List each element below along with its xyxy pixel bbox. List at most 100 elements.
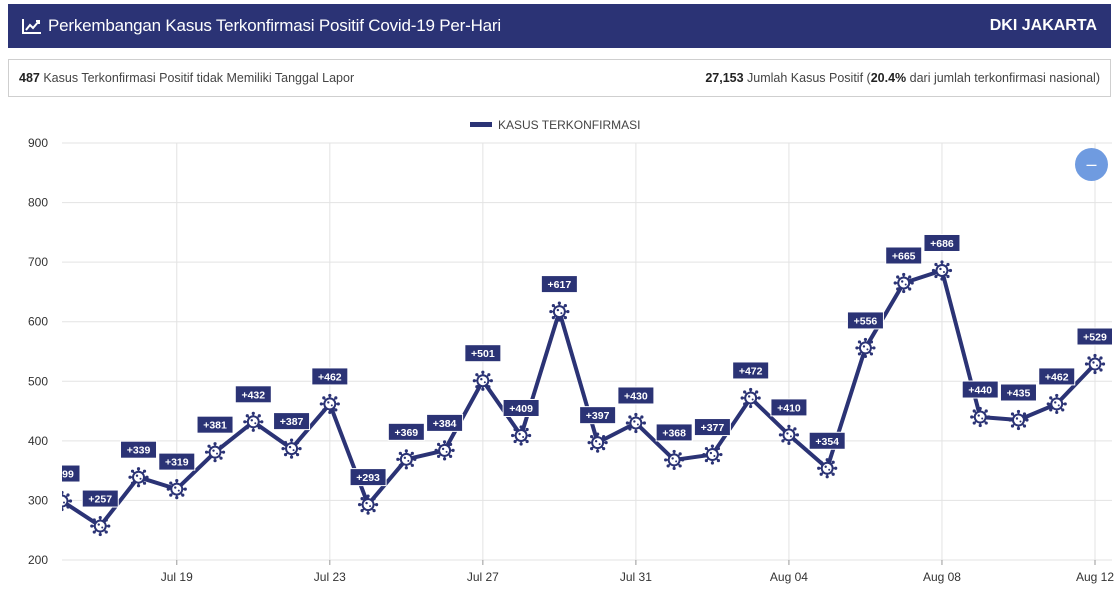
data-label-box: [846, 311, 884, 330]
data-label-box: [1076, 327, 1112, 346]
data-label-box: [311, 367, 349, 386]
data-label: +430: [617, 386, 655, 405]
virus-icon: [204, 442, 226, 463]
data-label-text: +440: [968, 385, 992, 397]
region-label: DKI JAKARTA: [989, 17, 1097, 34]
virus-icon: [511, 425, 532, 446]
data-label-box: [617, 386, 655, 405]
data-label-text: +381: [203, 420, 227, 432]
total-positive-text: Jumlah Kasus Positif (: [743, 71, 871, 85]
virus-icon: [664, 449, 685, 471]
virus-icon: [1008, 409, 1029, 431]
legend-swatch: [470, 122, 492, 127]
virus-icon: [243, 411, 264, 432]
data-label-box: [426, 413, 464, 432]
data-label-box: [923, 233, 961, 252]
data-label-text: +387: [280, 416, 304, 428]
zoom-out-button[interactable]: –: [1075, 148, 1108, 181]
line-chart-icon: [22, 18, 42, 34]
y-tick-label: 700: [28, 255, 48, 269]
data-label-text: +432: [241, 389, 265, 401]
virus-icon: [778, 424, 800, 445]
y-tick-label: 300: [28, 493, 48, 507]
data-label-text: +430: [624, 390, 648, 402]
undated-count: 487: [19, 71, 40, 85]
data-label-text: +556: [854, 315, 878, 327]
data-label-box: [120, 440, 158, 459]
x-tick-label: Aug 04: [770, 570, 808, 584]
data-label-box: [885, 246, 923, 265]
total-positive-text-end: dari jumlah terkonfirmasi nasional): [906, 71, 1100, 85]
data-label-box: [349, 468, 387, 487]
x-tick-label: Aug 12: [1076, 570, 1114, 584]
data-label-text: +529: [1083, 332, 1107, 344]
data-label-box: [732, 361, 770, 380]
data-label: +377: [693, 418, 731, 437]
data-label: +556: [846, 311, 884, 330]
data-label-box: [464, 344, 502, 363]
data-label: +410: [770, 398, 808, 417]
chart-title: Perkembangan Kasus Terkonfirmasi Positif…: [48, 16, 501, 35]
data-label-box: [81, 489, 119, 508]
data-label-box: [961, 380, 999, 399]
zoom-out-icon: –: [1086, 154, 1097, 174]
total-positive-count: 27,153: [705, 71, 744, 85]
data-label-box: [196, 415, 234, 434]
data-label-text: +665: [892, 250, 916, 262]
summary-bar: 487 Kasus Terkonfirmasi Positif tidak Me…: [8, 59, 1111, 97]
y-tick-label: 600: [28, 315, 48, 329]
undated-text: Kasus Terkonfirmasi Positif tidak Memili…: [39, 71, 355, 85]
data-label-box: [655, 423, 693, 442]
virus-icon: [166, 479, 187, 500]
virus-icon: [128, 467, 149, 488]
data-label: +665: [885, 246, 923, 265]
virus-icon: [281, 438, 302, 459]
data-label-text: +319: [165, 457, 189, 469]
data-label: +472: [732, 361, 770, 380]
data-label: +617: [540, 275, 578, 294]
virus-icon: [549, 301, 570, 322]
chart-header: Perkembangan Kasus Terkonfirmasi Positif…: [8, 4, 1111, 48]
data-label-box: [62, 464, 81, 483]
national-percent: 20.4%: [870, 71, 907, 85]
data-label-box: [808, 431, 846, 450]
x-tick-label: Aug 08: [923, 570, 961, 584]
data-label: +339: [120, 440, 158, 459]
virus-icon: [625, 412, 646, 434]
series-line: [62, 268, 1097, 529]
data-label-text: +686: [930, 238, 954, 250]
virus-icon: [740, 387, 761, 409]
virus-icon: [702, 444, 723, 465]
data-label-box: [234, 385, 272, 404]
y-tick-label: 900: [28, 136, 48, 150]
data-label: +381: [196, 415, 234, 434]
virus-icon: [587, 432, 608, 453]
data-label: +435: [999, 383, 1037, 402]
data-label: +686: [923, 233, 961, 252]
data-label: +354: [808, 431, 846, 450]
data-label-box: [579, 406, 617, 425]
data-label-box: [387, 422, 425, 441]
data-label-text: +384: [433, 418, 457, 430]
data-label: +319: [158, 452, 196, 471]
virus-icon: [62, 490, 73, 512]
y-tick-label: 400: [28, 434, 48, 448]
data-label: +397: [579, 406, 617, 425]
line-chart: KASUS TERKONFIRMASI 200 300 400 500 600 700 800…: [28, 118, 1114, 584]
x-tick-label: Jul 19: [161, 570, 193, 584]
data-label-box: [693, 418, 731, 437]
series-group: +299 +257 +339 +319 +381 +432 +387 +462 +293 +369…: [62, 233, 1112, 537]
data-label-text: +339: [127, 445, 151, 457]
data-label: +368: [655, 423, 693, 442]
data-label: +369: [387, 422, 425, 441]
virus-icon: [1084, 353, 1106, 375]
data-label: +432: [234, 385, 272, 404]
virus-icon: [855, 337, 876, 359]
virus-icon: [90, 515, 111, 537]
virus-icon: [817, 458, 838, 479]
data-label-text: +501: [471, 348, 495, 360]
y-tick-label: 200: [28, 553, 48, 567]
data-label: +299: [62, 464, 81, 483]
virus-icon: [434, 440, 455, 461]
data-label: +384: [426, 413, 464, 432]
